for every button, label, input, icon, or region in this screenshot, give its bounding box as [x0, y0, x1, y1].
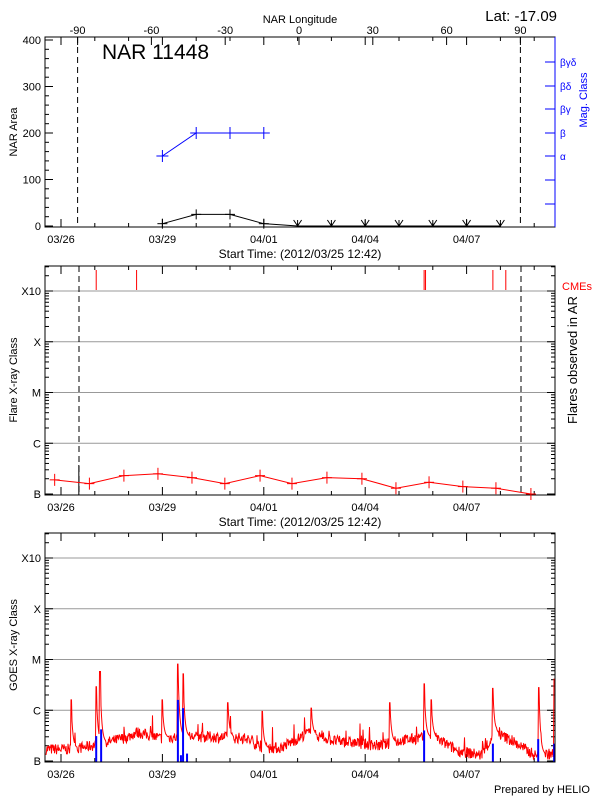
area-point-zero-marker [462, 219, 472, 227]
goes-flare-marker [186, 753, 189, 762]
goes-flare-marker [176, 699, 179, 762]
x-tick-label: 04/01 [250, 234, 278, 246]
area-point-zero-marker [394, 219, 404, 227]
area-point-zero-marker [293, 219, 303, 227]
x-tick-label: 03/26 [47, 234, 75, 246]
x-tick-label: 04/01 [250, 502, 278, 514]
mag-class-tick-label: α [560, 152, 566, 163]
goes-flare-marker [537, 739, 540, 762]
mag-class-tick-label: βγ [560, 105, 571, 116]
goes-flux-line [45, 663, 555, 760]
x-tick-label: 04/04 [351, 502, 379, 514]
y-tick-label: X10 [21, 286, 41, 298]
longitude-tick-label: 60 [440, 25, 452, 37]
flare-class-plot-frame [44, 265, 556, 496]
y-tick-label: M [32, 388, 41, 400]
goes-flare-marker [553, 743, 556, 762]
x-axis-label: Start Time: (2012/03/25 12:42) [219, 247, 382, 261]
goes-flare-marker [491, 743, 494, 762]
x-tick-label: 04/04 [351, 234, 379, 246]
y-tick-label: X [34, 604, 42, 616]
y-tick-label: 0 [35, 221, 41, 233]
goes-flare-marker [100, 729, 103, 762]
y-tick-label: B [34, 756, 41, 768]
goes-plot-frame [44, 532, 556, 763]
mag-class-line [162, 132, 264, 157]
y-tick-label: B [34, 489, 41, 501]
y-tick-label: M [32, 655, 41, 667]
longitude-tick-label: -60 [143, 25, 159, 37]
y-tick-label: C [33, 438, 41, 450]
x-axis-label: Start Time: (2012/03/25 12:42) [219, 515, 382, 529]
goes-flare-marker [423, 730, 426, 762]
x-tick-label: 04/07 [453, 769, 481, 781]
region-title: NAR 11448 [102, 41, 209, 64]
area-point-zero-marker [360, 219, 370, 227]
y-tick-label: 300 [23, 82, 41, 94]
x-tick-label: 03/29 [149, 769, 177, 781]
y-tick-label: 400 [23, 35, 41, 47]
mag-class-tick-label: β [560, 129, 566, 140]
area-point-zero-marker [326, 219, 336, 227]
x-tick-label: 03/26 [47, 769, 75, 781]
y-tick-label: 200 [23, 128, 41, 140]
flares-observed-axis-label: Flares observed in AR [565, 296, 580, 424]
y-tick-label: 100 [23, 175, 41, 187]
goes-flare-marker [182, 708, 185, 762]
longitude-tick-label: 90 [514, 25, 526, 37]
longitude-tick-label: -90 [70, 25, 86, 37]
area-point-zero-marker [495, 219, 505, 227]
flare-class-axis-label: Flare X-ray Class [8, 337, 20, 422]
latitude-label: Lat: -17.09 [485, 8, 557, 25]
y-tick-label: X10 [21, 553, 41, 565]
goes-flare-marker [179, 755, 182, 762]
x-tick-label: 03/29 [149, 502, 177, 514]
y-tick-label: C [33, 705, 41, 717]
longitude-axis-label: NAR Longitude [263, 14, 338, 26]
cme-label: CMEs [562, 281, 592, 293]
longitude-tick-label: 30 [367, 25, 379, 37]
mag-class-axis-label: Mag. Class [578, 72, 590, 128]
x-tick-label: 04/07 [453, 502, 481, 514]
x-tick-label: 03/29 [149, 234, 177, 246]
x-tick-label: 04/01 [250, 769, 278, 781]
y-tick-label: X [34, 337, 42, 349]
nar-area-plot-frame [44, 36, 556, 228]
longitude-tick-label: -30 [217, 25, 233, 37]
mag-class-tick-label: βδ [560, 82, 572, 93]
x-tick-label: 04/07 [453, 234, 481, 246]
area-point-zero-marker [428, 219, 438, 227]
goes-class-axis-label: GOES X-ray Class [8, 599, 20, 691]
nar-area-axis-label: NAR Area [8, 107, 20, 157]
goes-flare-marker [95, 736, 98, 762]
x-tick-label: 03/26 [47, 502, 75, 514]
prepared-by-label: Prepared by HELIO [494, 784, 590, 796]
mag-class-tick-label: βγδ [560, 58, 577, 69]
x-tick-label: 04/04 [351, 769, 379, 781]
longitude-tick-label: 0 [296, 25, 302, 37]
